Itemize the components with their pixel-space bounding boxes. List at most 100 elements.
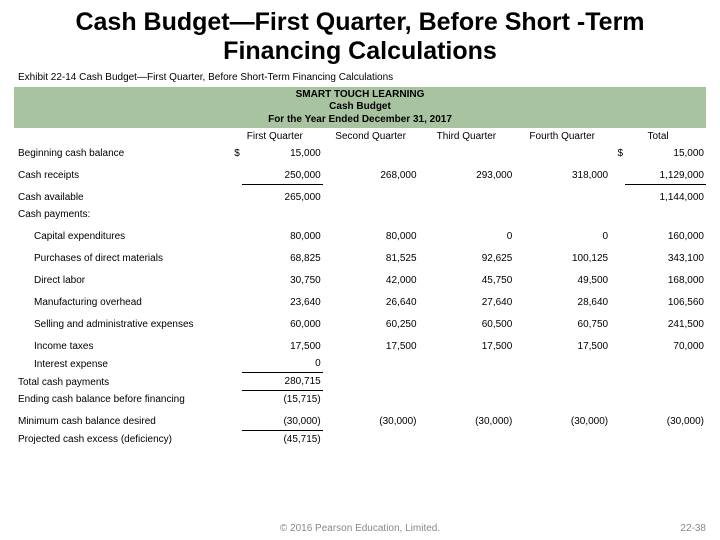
- table-row: Cash payments:: [14, 206, 706, 223]
- cell: 280,715: [242, 373, 323, 391]
- table-row: Income taxes 17,500 17,500 17,500 17,500…: [14, 333, 706, 355]
- table-row: Interest expense 0: [14, 355, 706, 373]
- copyright-footer: © 2016 Pearson Education, Limited.: [0, 523, 720, 534]
- col-total: Total: [610, 128, 706, 145]
- exhibit-caption: Exhibit 22-14 Cash Budget—First Quarter,…: [0, 70, 720, 87]
- col-q1: First Quarter: [227, 128, 323, 145]
- cell: 318,000: [529, 162, 610, 184]
- cell: 26,640: [338, 289, 419, 311]
- cell: 160,000: [625, 223, 706, 245]
- cell: 100,125: [529, 245, 610, 267]
- table-row: Projected cash excess (deficiency) (45,7…: [14, 430, 706, 448]
- cell: 1,144,000: [625, 184, 706, 206]
- table-row: Purchases of direct materials 68,825 81,…: [14, 245, 706, 267]
- cell: 80,000: [242, 223, 323, 245]
- row-label: Ending cash balance before financing: [14, 391, 227, 409]
- cell: 17,500: [433, 333, 514, 355]
- cell: [433, 184, 514, 206]
- cash-budget-table: First Quarter Second Quarter Third Quart…: [14, 128, 706, 448]
- table-row: Cash available 265,000 1,144,000: [14, 184, 706, 206]
- table-row: Selling and administrative expenses 60,0…: [14, 311, 706, 333]
- report-header-band: SMART TOUCH LEARNING Cash Budget For the…: [14, 87, 706, 129]
- row-label: Projected cash excess (deficiency): [14, 430, 227, 448]
- row-label: Cash payments:: [14, 206, 227, 223]
- cell: (30,000): [242, 408, 323, 430]
- cell: 49,500: [529, 267, 610, 289]
- cell: 250,000: [242, 162, 323, 184]
- cell: 45,750: [433, 267, 514, 289]
- row-label: Capital expenditures: [14, 223, 227, 245]
- cell: 1,129,000: [625, 162, 706, 184]
- cell: 60,750: [529, 311, 610, 333]
- table-row: Total cash payments 280,715: [14, 373, 706, 391]
- cell: 241,500: [625, 311, 706, 333]
- cell: (30,000): [433, 408, 514, 430]
- col-q3: Third Quarter: [419, 128, 515, 145]
- cell: (30,000): [625, 408, 706, 430]
- table-row: Capital expenditures 80,000 80,000 0 0 1…: [14, 223, 706, 245]
- table-row: Manufacturing overhead 23,640 26,640 27,…: [14, 289, 706, 311]
- row-label: Direct labor: [14, 267, 227, 289]
- cell: 60,250: [338, 311, 419, 333]
- cell: 265,000: [242, 184, 323, 206]
- cell: 106,560: [625, 289, 706, 311]
- slide-title: Cash Budget—First Quarter, Before Short …: [0, 0, 720, 70]
- cell: 42,000: [338, 267, 419, 289]
- col-q4: Fourth Quarter: [514, 128, 610, 145]
- cell: 293,000: [433, 162, 514, 184]
- table-row: Direct labor 30,750 42,000 45,750 49,500…: [14, 267, 706, 289]
- cell: 81,525: [338, 245, 419, 267]
- page-number: 22-38: [680, 523, 706, 534]
- cell: 15,000: [625, 145, 706, 162]
- cell: 70,000: [625, 333, 706, 355]
- cell: [338, 184, 419, 206]
- cell: 17,500: [242, 333, 323, 355]
- row-label: Selling and administrative expenses: [14, 311, 227, 333]
- currency: $: [227, 145, 242, 162]
- cell: 27,640: [433, 289, 514, 311]
- table-row: Minimum cash balance desired (30,000) (3…: [14, 408, 706, 430]
- cell: 92,625: [433, 245, 514, 267]
- cell: [529, 184, 610, 206]
- row-label: Purchases of direct materials: [14, 245, 227, 267]
- col-q2: Second Quarter: [323, 128, 419, 145]
- cell: 80,000: [338, 223, 419, 245]
- cell: [529, 145, 610, 162]
- cell: [433, 145, 514, 162]
- row-label: Minimum cash balance desired: [14, 408, 227, 430]
- cell: [338, 145, 419, 162]
- table-row: Cash receipts 250,000 268,000 293,000 31…: [14, 162, 706, 184]
- cell: (15,715): [242, 391, 323, 409]
- row-label: Interest expense: [14, 355, 227, 373]
- row-label: Manufacturing overhead: [14, 289, 227, 311]
- cell: 168,000: [625, 267, 706, 289]
- row-label: Total cash payments: [14, 373, 227, 391]
- row-label: Income taxes: [14, 333, 227, 355]
- cell: 0: [242, 355, 323, 373]
- row-label: Cash receipts: [14, 162, 227, 184]
- cell: 343,100: [625, 245, 706, 267]
- cell: 60,000: [242, 311, 323, 333]
- cell: 0: [529, 223, 610, 245]
- cell: 28,640: [529, 289, 610, 311]
- cell: 15,000: [242, 145, 323, 162]
- currency: $: [610, 145, 625, 162]
- report-name: Cash Budget: [14, 101, 706, 114]
- cell: (30,000): [529, 408, 610, 430]
- company-name: SMART TOUCH LEARNING: [14, 89, 706, 102]
- row-label: Cash available: [14, 184, 227, 206]
- cell: 60,500: [433, 311, 514, 333]
- cell: 0: [433, 223, 514, 245]
- table-row: Ending cash balance before financing (15…: [14, 391, 706, 409]
- cell: 17,500: [338, 333, 419, 355]
- cell: (30,000): [338, 408, 419, 430]
- row-label: Beginning cash balance: [14, 145, 227, 162]
- cell: 23,640: [242, 289, 323, 311]
- cell: 30,750: [242, 267, 323, 289]
- cell: 68,825: [242, 245, 323, 267]
- table-row: Beginning cash balance $15,000 $15,000: [14, 145, 706, 162]
- cell: 17,500: [529, 333, 610, 355]
- cell: (45,715): [242, 430, 323, 448]
- cell: 268,000: [338, 162, 419, 184]
- report-period: For the Year Ended December 31, 2017: [14, 114, 706, 127]
